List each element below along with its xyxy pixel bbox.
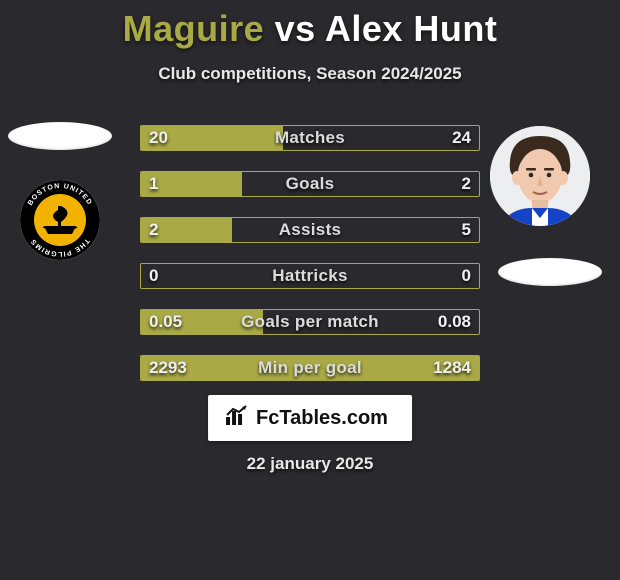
fctables-attribution: FcTables.com: [208, 395, 412, 441]
stat-value-player2: 24: [452, 126, 471, 150]
stat-bar: Matches20 24: [140, 125, 480, 151]
stat-row: Min per goal2293 1284: [140, 355, 480, 381]
stat-value-player1: 0.05: [149, 310, 182, 334]
player2-avatar: [490, 126, 590, 226]
stat-row: Matches20 24: [140, 125, 480, 151]
stat-bar: Hattricks0 0: [140, 263, 480, 289]
stat-value-player1: 2: [149, 218, 158, 242]
stat-label: Hattricks: [141, 264, 479, 288]
stat-bar: Goals per match0.05 0.08: [140, 309, 480, 335]
player2-name: Alex Hunt: [325, 8, 498, 49]
stat-label: Goals per match: [141, 310, 479, 334]
player1-avatar-placeholder: [8, 122, 112, 150]
stat-bar: Min per goal2293 1284: [140, 355, 480, 381]
title-vs: vs: [275, 8, 316, 49]
player1-name: Maguire: [123, 8, 265, 49]
stat-row: Goals1 2: [140, 171, 480, 197]
player2-club-crest-placeholder: [498, 258, 602, 286]
stat-value-player1: 0: [149, 264, 158, 288]
stat-value-player2: 1284: [433, 356, 471, 380]
stat-bar: Goals1 2: [140, 171, 480, 197]
player-photo-icon: [490, 126, 590, 226]
stat-label: Goals: [141, 172, 479, 196]
player1-club-crest: BOSTON UNITED THE PILGRIMS: [20, 180, 100, 260]
stat-row: Goals per match0.05 0.08: [140, 309, 480, 335]
stat-value-player2: 0: [462, 264, 471, 288]
stat-value-player2: 2: [462, 172, 471, 196]
stat-value-player2: 0.08: [438, 310, 471, 334]
stat-label: Assists: [141, 218, 479, 242]
stat-label: Min per goal: [141, 356, 479, 380]
subtitle: Club competitions, Season 2024/2025: [0, 64, 620, 84]
stat-bar: Assists2 5: [140, 217, 480, 243]
stat-label: Matches: [141, 126, 479, 150]
stat-value-player1: 1: [149, 172, 158, 196]
bar-chart-icon: [226, 405, 248, 431]
snapshot-date: 22 january 2025: [0, 454, 620, 474]
boston-united-crest-icon: BOSTON UNITED THE PILGRIMS: [20, 180, 100, 260]
stat-value-player1: 20: [149, 126, 168, 150]
brand-text: FcTables.com: [256, 407, 388, 430]
stat-value-player1: 2293: [149, 356, 187, 380]
stat-row: Hattricks0 0: [140, 263, 480, 289]
stat-value-player2: 5: [462, 218, 471, 242]
comparison-title: Maguire vs Alex Hunt: [0, 0, 620, 50]
stat-row: Assists2 5: [140, 217, 480, 243]
